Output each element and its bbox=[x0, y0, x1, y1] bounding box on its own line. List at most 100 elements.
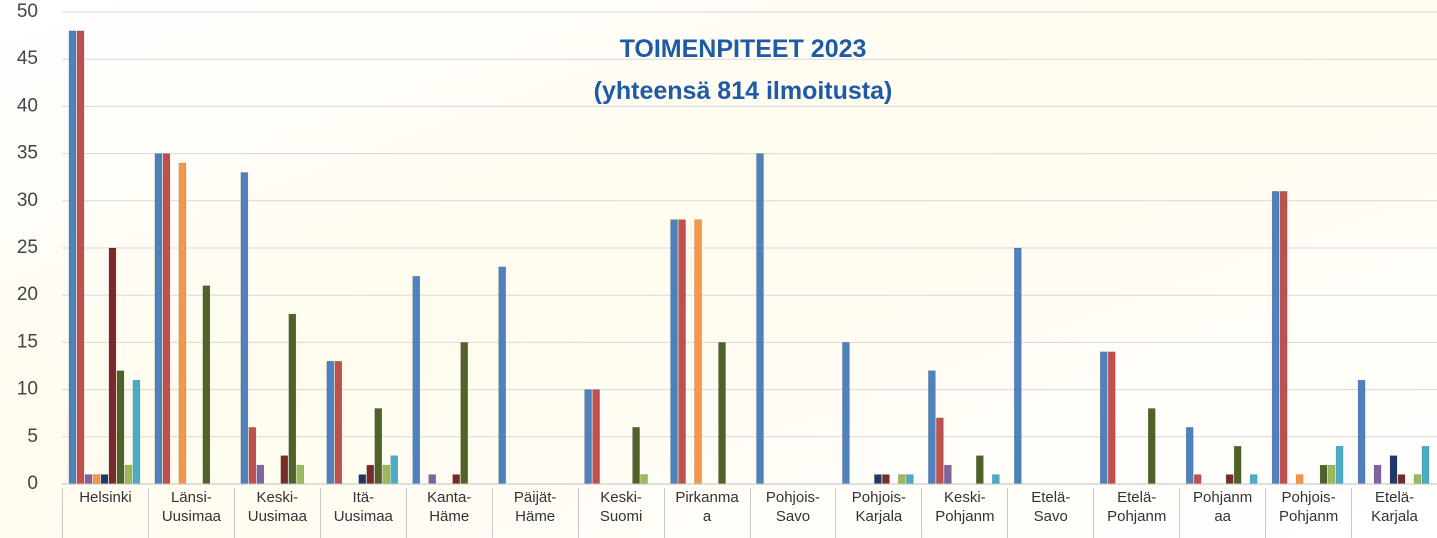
x-tick-label: Etelä- Pohjanm bbox=[1093, 488, 1179, 538]
x-tick-label: Kanta- Häme bbox=[405, 488, 492, 538]
bar bbox=[632, 427, 640, 485]
bar bbox=[992, 474, 1000, 485]
bar bbox=[366, 464, 375, 485]
x-tick-label: Pohjois- Savo bbox=[749, 488, 836, 538]
bar bbox=[162, 153, 171, 485]
x-tick-label: Päijät- Häme bbox=[491, 488, 578, 538]
bar bbox=[842, 342, 850, 485]
bar bbox=[1014, 247, 1022, 485]
bar bbox=[92, 474, 101, 485]
x-tick-label: Pohjanm aa bbox=[1179, 488, 1265, 538]
y-tick-label: 15 bbox=[17, 331, 38, 352]
bar bbox=[1335, 445, 1344, 485]
bar bbox=[76, 30, 85, 485]
y-tick-label: 25 bbox=[17, 237, 38, 258]
bar bbox=[1233, 445, 1242, 485]
bar bbox=[428, 474, 436, 485]
bar bbox=[1271, 191, 1280, 485]
bar bbox=[374, 408, 383, 485]
bar bbox=[412, 276, 420, 485]
bar bbox=[1397, 474, 1406, 485]
bar bbox=[1225, 474, 1234, 485]
bar bbox=[1421, 445, 1430, 485]
bar bbox=[678, 219, 686, 485]
x-tick-label: Etelä- Savo bbox=[1007, 488, 1093, 538]
bar bbox=[898, 474, 906, 485]
bar bbox=[202, 285, 211, 485]
bar bbox=[1319, 464, 1328, 485]
bar bbox=[326, 361, 335, 485]
bar bbox=[132, 379, 141, 485]
y-tick-label: 40 bbox=[17, 95, 38, 116]
bar bbox=[928, 370, 936, 485]
bar bbox=[390, 455, 399, 485]
bar bbox=[756, 153, 764, 485]
bar bbox=[248, 427, 257, 485]
bar bbox=[498, 266, 506, 485]
bar bbox=[1185, 427, 1194, 485]
bar bbox=[1100, 351, 1108, 485]
bar bbox=[108, 247, 117, 485]
bar bbox=[976, 455, 984, 485]
bar bbox=[256, 464, 265, 485]
bar bbox=[640, 474, 648, 485]
bar bbox=[280, 455, 289, 485]
bar bbox=[1249, 474, 1258, 485]
bar bbox=[592, 389, 600, 485]
bar bbox=[460, 342, 468, 485]
bar bbox=[288, 313, 297, 485]
x-tick-label: Keski- Uusimaa bbox=[233, 488, 320, 538]
chart-subtitle: (yhteensä 814 ilmoitusta) bbox=[593, 77, 893, 105]
y-tick-label: 5 bbox=[27, 426, 38, 447]
y-tick-label: 0 bbox=[27, 473, 38, 494]
bar bbox=[178, 162, 187, 485]
x-tick-label: Länsi- Uusimaa bbox=[147, 488, 234, 538]
bar bbox=[1327, 464, 1336, 485]
bar bbox=[584, 389, 592, 485]
bar bbox=[1279, 191, 1288, 485]
bar bbox=[116, 370, 125, 485]
y-tick-label: 45 bbox=[17, 48, 38, 69]
bar bbox=[154, 153, 163, 485]
bar bbox=[1357, 379, 1366, 485]
bar bbox=[240, 172, 249, 485]
bar bbox=[296, 464, 305, 485]
bar bbox=[874, 474, 882, 485]
x-tick-label: Keski- Suomi bbox=[577, 488, 664, 538]
x-tick-label: Pohjois- Karjala bbox=[835, 488, 921, 538]
bar bbox=[694, 219, 702, 485]
bar bbox=[1389, 455, 1398, 485]
x-tick-label: Helsinki bbox=[62, 488, 148, 538]
bar bbox=[670, 219, 678, 485]
bar bbox=[124, 464, 133, 485]
x-tick-label: Itä- Uusimaa bbox=[319, 488, 406, 538]
bar bbox=[1373, 464, 1382, 485]
bar bbox=[100, 474, 109, 485]
bar bbox=[84, 474, 93, 485]
bar bbox=[382, 464, 391, 485]
y-tick-label: 30 bbox=[17, 190, 38, 211]
bar bbox=[1295, 474, 1304, 485]
bar bbox=[1413, 474, 1422, 485]
x-tick-label: Pohjois- Pohjanm bbox=[1265, 488, 1351, 538]
x-tick-label: Keski- Pohjanm bbox=[921, 488, 1007, 538]
bar bbox=[718, 342, 726, 485]
y-tick-label: 50 bbox=[17, 1, 38, 22]
y-tick-label: 10 bbox=[17, 379, 38, 400]
bar bbox=[452, 474, 460, 485]
bar bbox=[906, 474, 914, 485]
y-tick-label: 20 bbox=[17, 284, 38, 305]
x-tick-label: Etelä- Karjala bbox=[1351, 488, 1437, 538]
bar bbox=[1193, 474, 1202, 485]
x-tick-label: Pirkanma a bbox=[663, 488, 750, 538]
bar bbox=[944, 464, 952, 485]
bar bbox=[68, 30, 77, 485]
y-tick-label: 35 bbox=[17, 143, 38, 164]
bar bbox=[1107, 351, 1116, 485]
bar bbox=[334, 361, 343, 485]
chart-title: TOIMENPITEET 2023 bbox=[619, 35, 867, 63]
bar bbox=[358, 474, 367, 485]
bar bbox=[936, 417, 944, 485]
bar bbox=[882, 474, 890, 485]
